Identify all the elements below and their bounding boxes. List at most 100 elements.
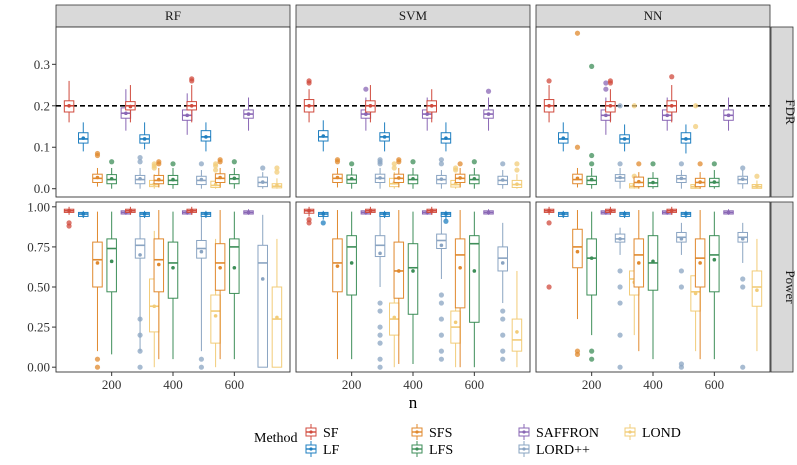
box-lordplusplus-200 — [134, 155, 146, 189]
outlier-point — [198, 364, 204, 370]
mean-point — [622, 137, 627, 141]
box-lordplusplus-400 — [196, 214, 207, 370]
box-lond-600 — [271, 238, 283, 368]
box-sf-400 — [365, 85, 376, 123]
mean-point — [128, 104, 133, 109]
box-sf-600 — [666, 206, 677, 215]
legend-item-lordplusplus: LORD++ — [518, 441, 590, 458]
outlier-point — [198, 161, 204, 167]
outlier-point — [66, 223, 72, 229]
box-lond-600 — [751, 238, 763, 352]
box-lf-400 — [379, 122, 390, 152]
panel-nn-fdr — [535, 26, 771, 198]
box-saffron-600 — [483, 88, 494, 131]
box-lordplusplus-600 — [737, 165, 748, 189]
box-sf-200 — [303, 206, 315, 226]
box-lf-600 — [440, 210, 452, 224]
mean-point — [684, 137, 688, 141]
outlier-point — [156, 159, 162, 165]
outlier-point — [485, 88, 492, 94]
box-sf-600 — [426, 89, 437, 123]
mean-point — [472, 176, 477, 181]
mean-point — [109, 259, 114, 264]
box-body — [454, 238, 466, 309]
mean-point — [411, 176, 415, 181]
mean-point — [589, 256, 594, 260]
outlier-point — [754, 173, 760, 179]
mean-point — [142, 137, 147, 141]
box-lordplusplus-600 — [257, 214, 268, 368]
box-lordplusplus-200 — [374, 214, 386, 370]
box-lordplusplus-400 — [676, 161, 687, 189]
legend-title: Method — [254, 431, 298, 446]
mean-point — [157, 177, 161, 182]
x-tick-label: 200 — [582, 377, 602, 392]
mean-point — [321, 212, 326, 216]
box-body — [257, 244, 268, 368]
legend-key-mean — [309, 447, 313, 451]
mean-point — [397, 269, 401, 273]
box-sf-200 — [303, 78, 315, 123]
legend-label: SAFFRON — [536, 426, 599, 441]
mean-point — [698, 180, 702, 184]
box-body — [167, 241, 179, 299]
box-lf-200 — [558, 210, 569, 219]
outlier-point — [438, 316, 444, 322]
box-lfs-600 — [469, 211, 480, 368]
mean-point — [171, 265, 175, 270]
mean-point — [189, 209, 194, 213]
box-body — [271, 286, 283, 368]
box-sfs-200 — [92, 150, 103, 187]
outlier-point — [213, 167, 219, 173]
x-axis-ticks: 200 400 600 200 400 600 200 400 600 — [102, 372, 724, 392]
outlier-point — [678, 161, 685, 167]
box-lf-400 — [139, 122, 150, 150]
outlier-point — [500, 356, 506, 362]
mean-point — [199, 249, 204, 254]
mean-point — [669, 103, 674, 108]
mean-point — [515, 182, 519, 186]
outlier-point — [137, 348, 143, 354]
box-lf-600 — [200, 210, 212, 219]
panels — [55, 26, 771, 373]
box-lordplusplus-200 — [134, 214, 146, 370]
outlier-point — [137, 316, 143, 322]
box-body — [210, 294, 221, 344]
mean-point — [260, 180, 265, 184]
outlier-point — [693, 123, 699, 130]
outlier-point — [500, 161, 506, 167]
mean-point — [439, 243, 444, 248]
box-sfs-200 — [572, 210, 583, 357]
box-lond-600 — [751, 173, 763, 189]
box-lf-400 — [619, 210, 630, 219]
mean-point — [684, 212, 688, 216]
box-lordplusplus-400 — [436, 214, 447, 362]
mean-point — [368, 209, 373, 213]
outlier-point — [377, 332, 383, 338]
legend-item-lond: LOND — [624, 424, 681, 441]
mean-point — [444, 136, 448, 140]
legend-label: LORD++ — [536, 443, 590, 458]
box-lond-400 — [450, 165, 461, 189]
outlier-point — [617, 284, 623, 290]
mean-point — [138, 176, 142, 181]
outlier-point — [137, 364, 143, 370]
strip-label-power: Power — [783, 270, 797, 304]
mean-point — [232, 176, 237, 181]
mean-point — [204, 135, 208, 139]
x-tick-label: 600 — [465, 377, 485, 392]
outlier-point — [711, 161, 717, 167]
mean-point — [618, 175, 622, 180]
mean-point — [608, 103, 613, 108]
box-saffron-600 — [243, 97, 254, 131]
mean-point — [95, 261, 100, 265]
box-sf-600 — [186, 76, 197, 123]
outlier-point — [377, 340, 383, 346]
outlier-point — [306, 78, 312, 84]
box-lf-400 — [619, 124, 630, 152]
outlier-point — [500, 348, 506, 354]
outlier-point — [589, 152, 595, 159]
mean-point — [204, 212, 208, 216]
outlier-point — [678, 364, 685, 370]
box-sf-200 — [543, 78, 555, 123]
